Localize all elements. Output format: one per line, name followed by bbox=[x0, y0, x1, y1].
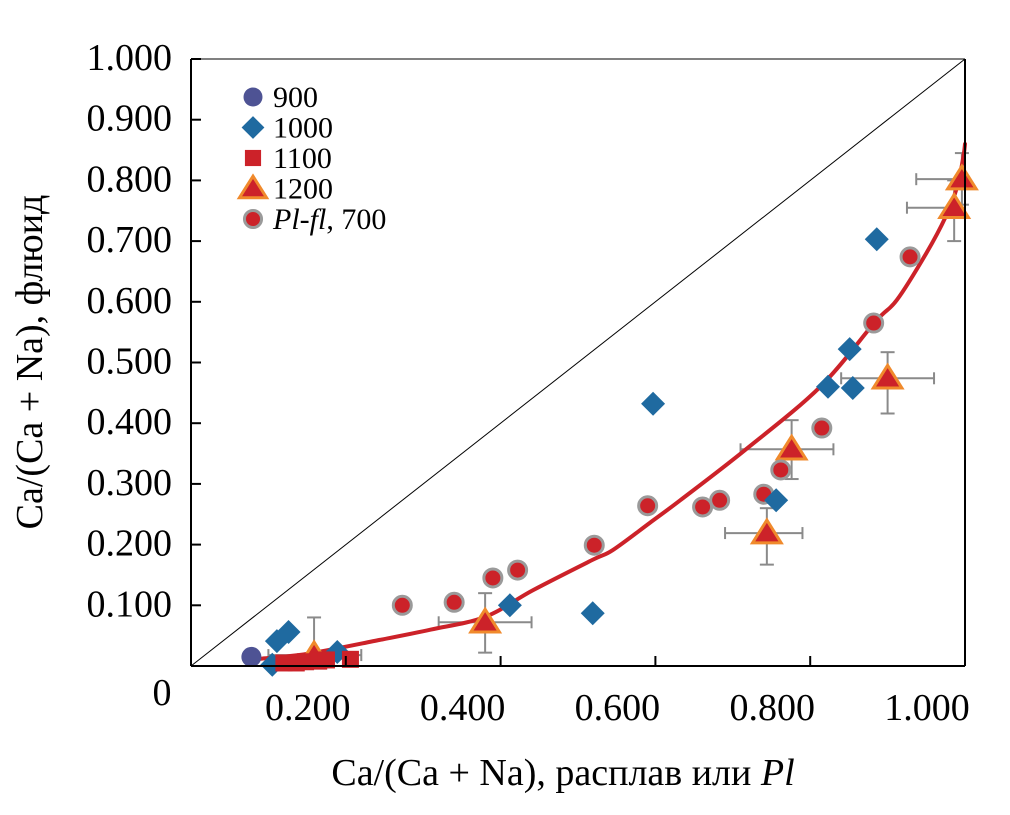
x-axis-title-main: Ca/(Ca + Na), расплав или bbox=[331, 752, 761, 794]
data-point-triangle bbox=[774, 433, 809, 461]
x-tick-label: 0.200 bbox=[265, 687, 351, 729]
data-point-circle-outlined bbox=[507, 559, 529, 581]
data-point-diamond bbox=[764, 488, 789, 513]
data-point-circle-outlined bbox=[391, 594, 413, 616]
data-point-triangle bbox=[944, 163, 979, 191]
x-axis-title-italic: Pl bbox=[760, 752, 795, 794]
legend-label: 900 bbox=[273, 81, 318, 114]
x-tick-label: 0.800 bbox=[729, 687, 815, 729]
legend-marker-diamond bbox=[241, 116, 265, 139]
x-tick-label: 1.000 bbox=[884, 687, 970, 729]
data-point-circle-outlined bbox=[583, 534, 605, 556]
reference-line-group bbox=[190, 58, 966, 667]
y-tick-label: 0.300 bbox=[87, 462, 173, 504]
data-point-diamond bbox=[580, 601, 605, 626]
data-point-triangle bbox=[870, 362, 905, 390]
legend-label-rest: , 700 bbox=[326, 203, 386, 236]
y-tick-label: 0.400 bbox=[87, 401, 173, 443]
reference-line-1to1 bbox=[190, 58, 966, 667]
y-tick-label: 0.600 bbox=[87, 280, 173, 322]
data-point-circle bbox=[241, 646, 262, 667]
data-point-circle-outlined bbox=[709, 489, 731, 511]
legend-label: Pl-fl, 700 bbox=[272, 203, 386, 236]
origin-label: 0 bbox=[153, 672, 172, 714]
data-point-circle-outlined bbox=[770, 459, 792, 481]
y-axis-title: Ca/(Ca + Na), флюид bbox=[9, 195, 51, 530]
y-tick-label: 0.100 bbox=[87, 583, 173, 625]
data-point-circle-outlined bbox=[863, 312, 885, 334]
y-tick-label: 0.700 bbox=[87, 219, 173, 261]
x-tick-label: 0.600 bbox=[575, 687, 661, 729]
data-point-triangle bbox=[937, 191, 972, 219]
legend-marker-triangle bbox=[236, 173, 270, 200]
data-point-circle-outlined bbox=[899, 246, 921, 268]
data-point-diamond bbox=[840, 375, 865, 400]
legend-label: 1100 bbox=[273, 142, 332, 175]
data-point-diamond bbox=[837, 337, 862, 362]
data-point-triangle bbox=[468, 606, 503, 634]
tick-labels-group: 0.100 0.200 0.300 0.400 0.500 0.600 0.700 0.800… bbox=[87, 37, 970, 729]
y-tick-label: 0.800 bbox=[87, 158, 173, 200]
y-tick-label: 0.500 bbox=[87, 341, 173, 383]
data-point-diamond bbox=[864, 227, 889, 252]
data-point-circle-outlined bbox=[692, 496, 714, 518]
data-point-circle-outlined bbox=[443, 591, 465, 613]
y-tick-label: 1.000 bbox=[87, 37, 173, 79]
data-point-diamond bbox=[641, 391, 666, 416]
legend-marker-circle bbox=[243, 87, 263, 107]
data-point-circle-outlined bbox=[811, 417, 833, 439]
legend-label: 1200 bbox=[273, 173, 333, 206]
legend-label-italic: Pl-fl bbox=[272, 203, 326, 236]
data-point-diamond bbox=[276, 620, 301, 645]
data-point-triangle bbox=[749, 517, 784, 545]
legend-label: 1000 bbox=[273, 112, 333, 145]
data-point-diamond bbox=[497, 593, 522, 618]
legend-marker-circle-outlined bbox=[242, 208, 264, 230]
data-points-group bbox=[241, 163, 979, 677]
legend-marker-square bbox=[244, 149, 262, 167]
data-point-square bbox=[317, 651, 335, 669]
y-tick-label: 0.900 bbox=[87, 98, 173, 140]
axes-group bbox=[190, 58, 966, 667]
data-point-circle-outlined bbox=[482, 567, 504, 589]
data-point-circle-outlined bbox=[637, 495, 659, 517]
x-tick-label: 0.400 bbox=[420, 687, 506, 729]
y-tick-label: 0.200 bbox=[87, 523, 173, 565]
x-axis-title: Ca/(Ca + Na), расплав или Pl bbox=[331, 752, 794, 794]
data-point-diamond bbox=[816, 374, 841, 399]
